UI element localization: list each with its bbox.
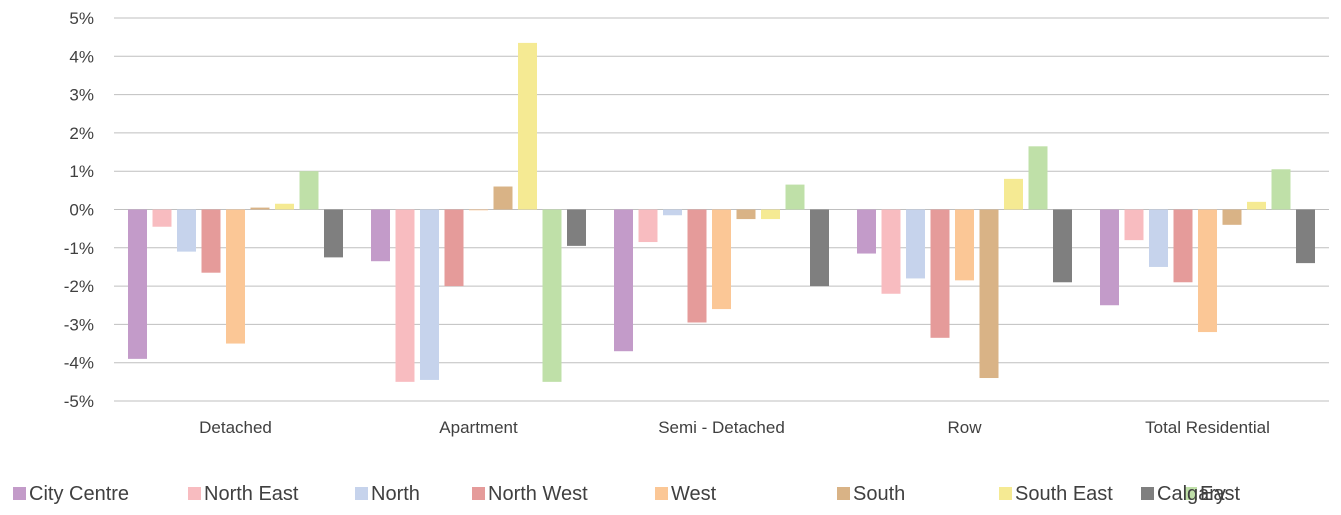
- y-tick-label: 2%: [69, 124, 94, 143]
- y-tick-label: -4%: [64, 354, 94, 373]
- bar-north-west: [687, 209, 707, 323]
- bar-east: [1271, 169, 1291, 210]
- bar-calgary: [324, 209, 343, 258]
- bar-south: [1222, 209, 1242, 225]
- bar-city-centre: [371, 209, 390, 262]
- x-tick-label: Detached: [199, 418, 272, 437]
- legend-swatch: [655, 487, 668, 500]
- legend-label: East: [1200, 483, 1240, 505]
- legend-item-south: South: [837, 483, 905, 505]
- legend-swatch: [1184, 487, 1197, 500]
- bar-east: [1028, 146, 1048, 210]
- legend-item-north-east: North East: [188, 483, 299, 505]
- y-tick-label: 0%: [69, 201, 94, 220]
- bar-north-east: [1124, 209, 1144, 241]
- legend-swatch: [188, 487, 201, 500]
- x-axis-ticks: Detached Apartment Semi - Detached Row Total…: [199, 418, 1270, 437]
- legend-label: South East: [1015, 483, 1113, 505]
- bar-calgary: [567, 209, 586, 246]
- bar-south-east: [1004, 178, 1023, 210]
- x-tick-label: Apartment: [439, 418, 518, 437]
- bar-east: [299, 171, 319, 210]
- bar-south: [493, 186, 513, 210]
- bar-south-east: [275, 203, 294, 210]
- bar-city-centre: [1100, 209, 1119, 306]
- legend-label: South: [853, 483, 905, 505]
- bar-north-west: [930, 209, 950, 338]
- bar-west: [1198, 209, 1217, 333]
- y-tick-label: -2%: [64, 277, 94, 296]
- y-tick-label: -3%: [64, 315, 94, 334]
- bar-south-east: [761, 209, 780, 220]
- bar-north-east: [881, 209, 901, 294]
- bar-east: [542, 209, 562, 382]
- bar-north-east: [638, 209, 658, 243]
- bar-west: [226, 209, 245, 344]
- legend-label: North West: [488, 483, 588, 505]
- y-tick-label: 4%: [69, 47, 94, 66]
- legend-item-city-centre: City Centre: [13, 483, 129, 505]
- bar-south-east: [518, 42, 537, 210]
- bar-north: [177, 209, 196, 252]
- y-tick-label: -5%: [64, 392, 94, 411]
- legend: City Centre North East North North West West…: [13, 483, 1240, 505]
- y-tick-label: -1%: [64, 239, 94, 258]
- bar-west: [955, 209, 974, 281]
- x-tick-label: Row: [947, 418, 982, 437]
- bar-calgary: [810, 209, 829, 287]
- legend-item-calgary: Calgary: [1141, 483, 1226, 505]
- legend-swatch: [13, 487, 26, 500]
- bar-north-east: [395, 209, 415, 382]
- bar-west: [712, 209, 731, 310]
- legend-label: West: [671, 483, 717, 505]
- legend-item-south-east: South East: [999, 483, 1113, 505]
- legend-label: Calgary: [1157, 483, 1226, 505]
- bar-south-east: [1247, 201, 1266, 210]
- bar-north: [663, 209, 682, 216]
- bar-north: [906, 209, 925, 279]
- legend-item-north-west: North West: [472, 483, 588, 505]
- legend-swatch: [837, 487, 850, 500]
- legend-label: North East: [204, 483, 299, 505]
- legend-item-east: East: [1184, 483, 1240, 505]
- bar-south: [736, 209, 756, 220]
- legend-swatch: [355, 487, 368, 500]
- bar-city-centre: [857, 209, 876, 254]
- bar-north-west: [1173, 209, 1193, 283]
- bar-south: [979, 209, 999, 379]
- bar-calgary: [1053, 209, 1072, 283]
- bars: [128, 42, 1315, 382]
- legend-label: City Centre: [29, 483, 129, 505]
- legend-item-north: North: [355, 483, 420, 505]
- legend-swatch: [472, 487, 485, 500]
- bar-calgary: [1296, 209, 1315, 264]
- y-tick-label: 1%: [69, 162, 94, 181]
- bar-north-west: [444, 209, 464, 287]
- bar-north: [420, 209, 439, 380]
- bar-north: [1149, 209, 1168, 267]
- legend-swatch: [999, 487, 1012, 500]
- bar-city-centre: [614, 209, 633, 352]
- legend-swatch: [1141, 487, 1154, 500]
- bar-south: [250, 207, 270, 210]
- x-tick-label: Semi - Detached: [658, 418, 785, 437]
- y-tick-label: 3%: [69, 86, 94, 105]
- x-tick-label: Total Residential: [1145, 418, 1270, 437]
- bar-north-west: [201, 209, 221, 273]
- y-tick-label: 5%: [69, 9, 94, 28]
- bar-east: [785, 184, 805, 210]
- bar-west: [469, 209, 488, 211]
- legend-label: North: [371, 483, 420, 505]
- bar-north-east: [152, 209, 172, 227]
- legend-item-west: West: [655, 483, 717, 505]
- y-axis-ticks: 5% 4% 3% 2% 1% 0% -1% -2% -3% -4% -5%: [64, 9, 94, 411]
- bar-city-centre: [128, 209, 147, 359]
